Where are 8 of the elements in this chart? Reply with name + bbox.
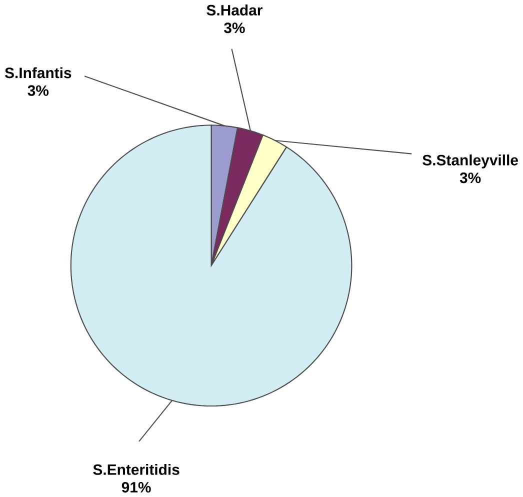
data-label: 91% [122, 482, 151, 493]
slice-label: S.Infantis [4, 67, 72, 78]
slice-label: S.Hadar [206, 4, 262, 16]
data-label: 3% [28, 85, 49, 96]
slice-label: S.Stanleyville [422, 154, 518, 168]
slice-label: S.Enteritidis [93, 464, 180, 475]
data-label: 3% [460, 172, 481, 184]
data-label: 3% [224, 22, 245, 34]
